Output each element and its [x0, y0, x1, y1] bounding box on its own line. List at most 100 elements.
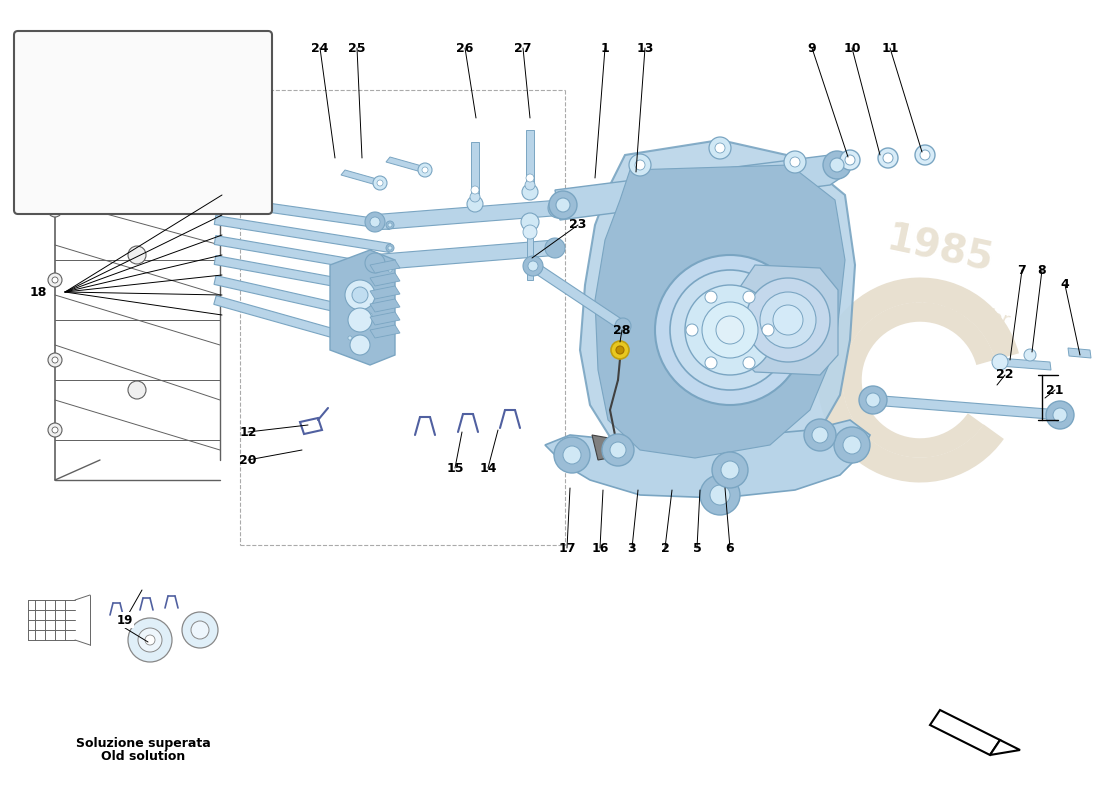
Text: 27: 27 — [515, 42, 531, 54]
Circle shape — [386, 221, 394, 229]
Polygon shape — [527, 220, 534, 280]
Circle shape — [468, 196, 483, 212]
Circle shape — [610, 442, 626, 458]
Polygon shape — [1068, 348, 1091, 358]
Text: 26: 26 — [456, 42, 474, 54]
Circle shape — [602, 434, 634, 466]
Circle shape — [705, 357, 717, 369]
Circle shape — [804, 419, 836, 451]
Circle shape — [715, 143, 725, 153]
Polygon shape — [214, 235, 390, 274]
Circle shape — [915, 145, 935, 165]
Circle shape — [148, 78, 172, 102]
Text: 28: 28 — [614, 323, 630, 337]
Circle shape — [471, 186, 478, 194]
Circle shape — [526, 174, 534, 182]
Polygon shape — [70, 55, 95, 165]
Circle shape — [422, 167, 428, 173]
Circle shape — [616, 346, 624, 354]
Text: 1985: 1985 — [883, 220, 997, 280]
Circle shape — [700, 475, 740, 515]
Circle shape — [52, 357, 58, 363]
Circle shape — [710, 485, 730, 505]
Circle shape — [610, 341, 629, 359]
Text: 25: 25 — [349, 42, 365, 54]
Text: 14: 14 — [480, 462, 497, 474]
Circle shape — [522, 256, 543, 276]
Text: Old solution: Old solution — [101, 750, 185, 763]
Circle shape — [348, 308, 372, 332]
Circle shape — [760, 292, 816, 348]
Circle shape — [522, 225, 537, 239]
Circle shape — [352, 287, 368, 303]
Circle shape — [521, 213, 539, 231]
Text: 21: 21 — [1046, 383, 1064, 397]
Circle shape — [373, 176, 387, 190]
Circle shape — [705, 291, 717, 303]
Circle shape — [377, 180, 383, 186]
Circle shape — [742, 357, 755, 369]
Circle shape — [920, 150, 929, 160]
Polygon shape — [330, 250, 395, 365]
Circle shape — [635, 160, 645, 170]
Polygon shape — [870, 395, 1062, 420]
Circle shape — [48, 203, 62, 217]
Text: 10: 10 — [844, 42, 860, 54]
Circle shape — [883, 153, 893, 163]
Circle shape — [122, 122, 138, 138]
Circle shape — [365, 253, 385, 273]
Text: 4: 4 — [1060, 278, 1069, 291]
Circle shape — [470, 192, 480, 202]
Circle shape — [554, 437, 590, 473]
Text: 7: 7 — [1018, 263, 1026, 277]
Polygon shape — [214, 276, 371, 319]
Circle shape — [823, 151, 851, 179]
Text: 1: 1 — [601, 42, 609, 54]
Polygon shape — [370, 200, 565, 230]
Circle shape — [830, 158, 844, 172]
Circle shape — [563, 446, 581, 464]
Text: 5: 5 — [693, 542, 702, 554]
Circle shape — [388, 268, 392, 272]
Text: 22: 22 — [997, 369, 1014, 382]
Circle shape — [812, 427, 828, 443]
Polygon shape — [370, 240, 560, 270]
Polygon shape — [370, 299, 400, 312]
Polygon shape — [370, 260, 400, 273]
Circle shape — [549, 191, 578, 219]
Polygon shape — [214, 255, 390, 297]
Polygon shape — [214, 195, 390, 230]
Circle shape — [52, 277, 58, 283]
Circle shape — [386, 266, 394, 274]
Circle shape — [48, 273, 62, 287]
Text: 8: 8 — [1037, 263, 1046, 277]
Polygon shape — [370, 273, 400, 286]
Circle shape — [784, 151, 806, 173]
Polygon shape — [214, 215, 390, 253]
Circle shape — [742, 291, 755, 303]
Circle shape — [859, 386, 887, 414]
Circle shape — [48, 423, 62, 437]
Circle shape — [350, 335, 370, 355]
Circle shape — [52, 427, 58, 433]
Polygon shape — [341, 170, 384, 186]
Circle shape — [155, 85, 165, 95]
Polygon shape — [386, 157, 429, 173]
Circle shape — [544, 238, 565, 258]
Polygon shape — [580, 140, 855, 475]
Circle shape — [845, 155, 855, 165]
Polygon shape — [998, 358, 1050, 370]
Polygon shape — [530, 262, 626, 330]
Circle shape — [386, 288, 394, 296]
Circle shape — [615, 318, 631, 334]
Circle shape — [128, 381, 146, 399]
Circle shape — [522, 184, 538, 200]
Polygon shape — [526, 130, 534, 195]
Circle shape — [348, 336, 352, 340]
Circle shape — [992, 354, 1008, 370]
Circle shape — [138, 628, 162, 652]
Polygon shape — [930, 710, 1000, 755]
Circle shape — [746, 278, 830, 362]
Polygon shape — [70, 55, 245, 165]
Polygon shape — [990, 740, 1020, 755]
